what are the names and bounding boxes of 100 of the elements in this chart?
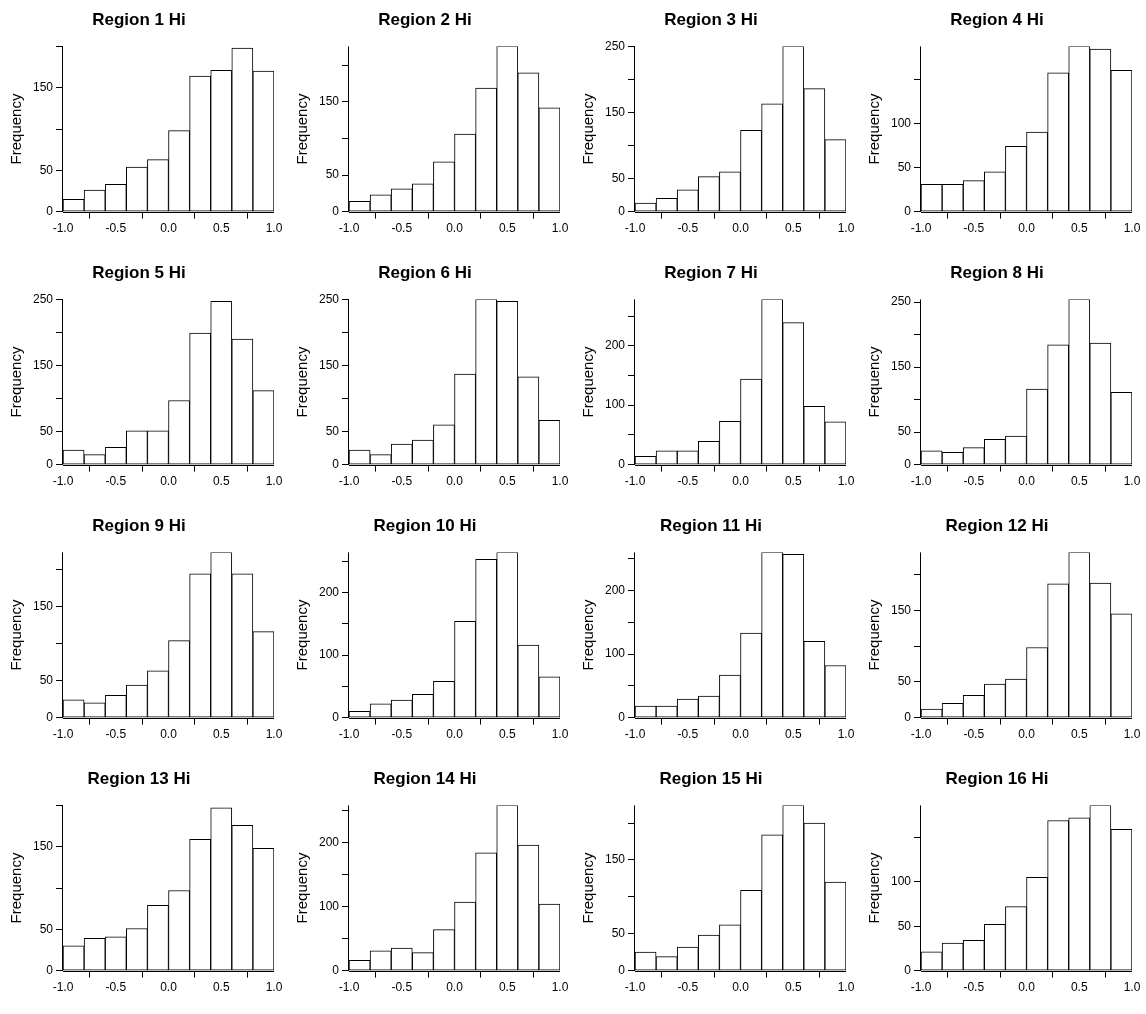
y-tick-label: 50 [325,423,340,438]
y-axis-title: Frequency [293,599,311,671]
x-tick-label: 0.0 [1018,221,1036,236]
y-tick-label: 100 [604,397,626,412]
y-tick-label: 200 [318,834,340,849]
x-tick-label: 0.0 [446,727,464,742]
x-tick-label: -1.0 [338,980,360,995]
y-tick-label: 50 [39,423,54,438]
y-tick-label: 250 [890,294,912,309]
x-tick-label: 1.0 [1123,221,1141,236]
y-tick-label: 0 [46,203,54,218]
x-tick-label: 0.0 [446,474,464,489]
y-tick-label: 0 [904,456,912,471]
x-tick-label: -1.0 [910,474,932,489]
x-tick-label: -0.5 [105,980,127,995]
y-tick-label: 100 [890,115,912,130]
x-tick-label: 0.5 [1070,474,1088,489]
y-tick-label: 150 [32,80,54,95]
x-tick-label: -1.0 [338,727,360,742]
y-axis-title: Frequency [579,93,597,165]
y-axis-title: Frequency [579,599,597,671]
x-tick-label: -1.0 [624,221,646,236]
y-tick-label: 100 [890,874,912,889]
x-tick-label: 0.5 [784,980,802,995]
y-tick-label: 0 [332,962,340,977]
y-tick-label: 50 [39,921,54,936]
x-tick-label: -0.5 [963,221,985,236]
y-tick-label: 50 [39,162,54,177]
x-tick-label: 0.0 [160,474,178,489]
y-axis-title: Frequency [7,599,25,671]
y-tick-label: 200 [604,338,626,353]
x-tick-label: 0.0 [160,980,178,995]
chart-title: Region 6 Hi [378,262,472,282]
y-axis-title: Frequency [865,346,883,418]
x-tick-label: 1.0 [551,980,569,995]
chart-title: Region 4 Hi [950,9,1044,29]
y-tick-label: 0 [332,709,340,724]
y-tick-label: 0 [904,709,912,724]
y-tick-label: 0 [46,962,54,977]
y-tick-label: 50 [897,424,912,439]
y-tick-label: 0 [332,203,340,218]
y-tick-label: 50 [325,167,340,182]
x-tick-label: -0.5 [963,474,985,489]
y-tick-label: 150 [890,359,912,374]
y-tick-label: 100 [604,646,626,661]
x-tick-label: -1.0 [910,980,932,995]
x-tick-label: -0.5 [105,727,127,742]
y-axis-title: Frequency [293,852,311,924]
chart-title: Region 1 Hi [92,9,186,29]
x-tick-label: 1.0 [551,474,569,489]
x-tick-label: 0.5 [498,980,516,995]
x-tick-label: -1.0 [910,221,932,236]
x-tick-label: 0.0 [732,221,750,236]
x-tick-label: 0.0 [160,221,178,236]
chart-title: Region 9 Hi [92,515,186,535]
x-tick-label: 0.5 [784,474,802,489]
x-tick-label: 0.0 [732,980,750,995]
x-tick-label: -1.0 [52,221,74,236]
x-tick-label: 0.5 [1070,980,1088,995]
x-tick-label: 1.0 [1123,980,1141,995]
x-tick-label: 0.5 [498,727,516,742]
y-axis-title: Frequency [293,93,311,165]
x-tick-label: -1.0 [52,727,74,742]
x-tick-label: -0.5 [391,221,413,236]
y-tick-label: 200 [318,584,340,599]
y-tick-label: 0 [904,203,912,218]
x-tick-label: 1.0 [837,221,855,236]
y-axis-title: Frequency [579,346,597,418]
y-tick-label: 150 [604,104,626,119]
y-axis-title: Frequency [865,93,883,165]
x-tick-label: 1.0 [551,221,569,236]
y-tick-label: 50 [611,926,626,941]
y-tick-label: 250 [32,291,54,306]
y-tick-label: 150 [32,357,54,372]
chart-title: Region 15 Hi [659,768,763,788]
y-tick-label: 50 [611,170,626,185]
x-tick-label: 1.0 [1123,727,1141,742]
x-tick-label: -1.0 [624,474,646,489]
x-tick-label: 0.5 [498,474,516,489]
x-tick-label: 0.0 [446,980,464,995]
x-tick-label: -0.5 [677,474,699,489]
y-tick-label: 150 [890,602,912,617]
y-tick-label: 250 [604,38,626,53]
x-tick-label: 0.5 [784,221,802,236]
x-tick-label: 0.5 [1070,727,1088,742]
x-tick-label: 0.0 [732,474,750,489]
x-tick-label: 0.5 [212,221,230,236]
chart-title: Region 11 Hi [659,515,763,535]
y-axis-title: Frequency [7,93,25,165]
x-tick-label: 0.0 [160,727,178,742]
x-tick-label: -0.5 [963,727,985,742]
y-tick-label: 0 [332,456,340,471]
x-tick-label: 0.0 [732,727,750,742]
x-tick-label: 0.0 [446,221,464,236]
y-tick-label: 50 [897,159,912,174]
y-tick-label: 100 [318,898,340,913]
y-axis-title: Frequency [7,346,25,418]
y-tick-label: 150 [32,598,54,613]
x-tick-label: -0.5 [677,980,699,995]
x-tick-label: -0.5 [105,474,127,489]
